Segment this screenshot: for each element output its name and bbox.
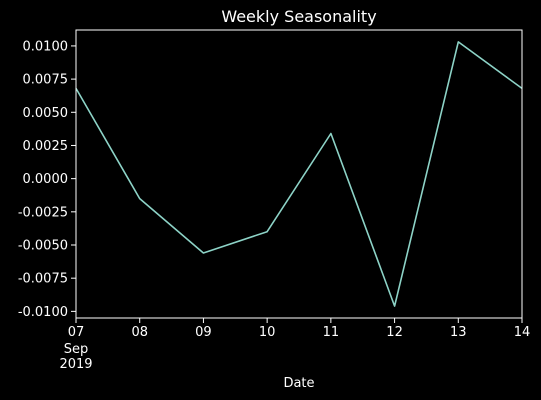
y-tick-label: 0.0050 — [23, 106, 69, 121]
series-group — [75, 41, 523, 307]
y-axis-ticks: 0.0100 0.0075 0.0050 0.0025 0.0000 -0.0025 -0.… — [18, 39, 76, 320]
y-tick-label: -0.0075 — [18, 272, 68, 287]
x-tick-label: 11 — [323, 325, 340, 340]
y-tick-label: 0.0075 — [23, 73, 69, 88]
x-tick-sublabel: Sep — [64, 342, 89, 357]
x-tick-sublabel: 2019 — [59, 357, 92, 372]
y-tick-label: -0.0025 — [18, 205, 68, 220]
y-tick-label: -0.0100 — [18, 305, 68, 320]
x-tick-label: 07 — [68, 325, 85, 340]
y-tick-label: -0.0050 — [18, 239, 68, 254]
y-tick-label: 0.0000 — [23, 172, 69, 187]
plot-frame — [75, 29, 523, 319]
y-tick-label: 0.0025 — [23, 139, 69, 154]
chart-title: Weekly Seasonality — [221, 7, 376, 26]
x-tick-label: 09 — [195, 325, 212, 340]
x-axis-label: Date — [283, 376, 314, 391]
y-tick-label: 0.0100 — [23, 39, 69, 54]
x-tick-label: 12 — [386, 325, 403, 340]
series-line — [75, 41, 523, 307]
x-tick-label: 10 — [259, 325, 276, 340]
x-tick-label: 08 — [131, 325, 148, 340]
x-tick-label: 14 — [514, 325, 531, 340]
x-tick-label: 13 — [450, 325, 467, 340]
